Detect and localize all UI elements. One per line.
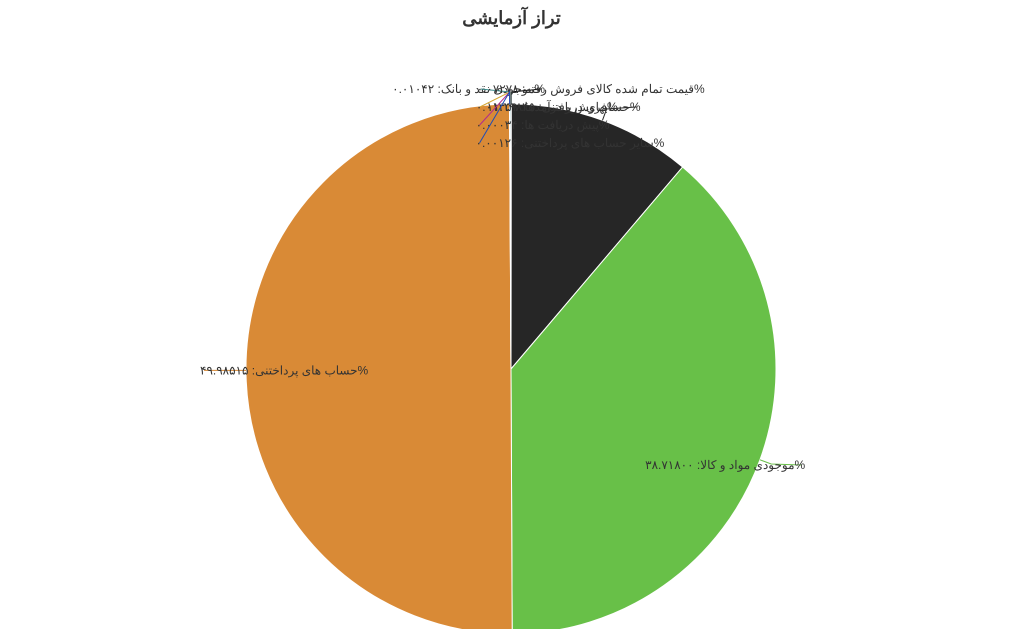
slice-label: %موجودی مواد و کالا: ۳۸.۷۱۸۰۰ xyxy=(645,458,805,472)
pie-chart-container: %موجودی نقد و بانک: ۰.۰۱۰۴۲%حسابهای دریا… xyxy=(0,29,1023,629)
pie-chart: %موجودی نقد و بانک: ۰.۰۱۰۴۲%حسابهای دریا… xyxy=(0,29,1023,629)
chart-title: تراز آزمایشی xyxy=(0,8,1023,29)
slice-label: %حساب های پرداختنی: ۴۹.۹۸۵۱۵ xyxy=(200,363,369,377)
slice-label: %پیش دریافت ها: ۰.۰۰۰۳۴ xyxy=(476,118,610,132)
slice-label: %فروش و درآمدها: ۰.۰۱۳۵۹ xyxy=(476,99,618,114)
slice-label: %سایر حساب های پرداختنی: ۰.۰۰۱۲۶ xyxy=(476,136,665,150)
slice-label: %قیمت تمام شده کالای فروش رفته: ۰.۰۷۲۷۸ xyxy=(477,82,705,96)
